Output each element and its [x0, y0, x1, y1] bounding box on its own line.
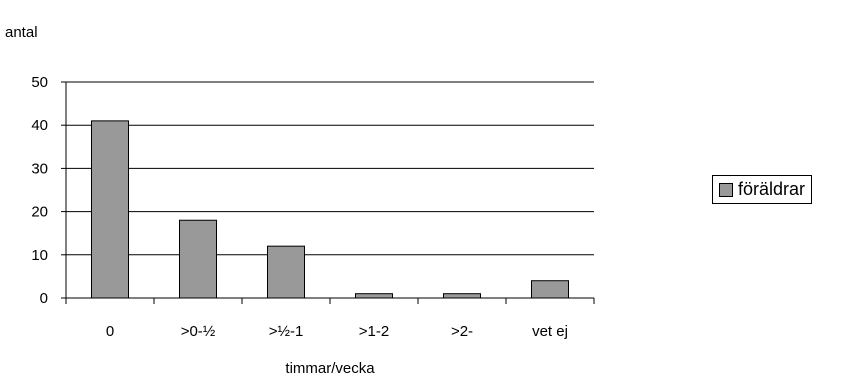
y-tick-label: 30 [31, 160, 48, 177]
y-tick-label: 0 [40, 290, 48, 307]
y-tick-label: 50 [31, 74, 48, 91]
x-tick-labels: 0 >0-½ >½-1 >1-2 >2- vet ej [106, 323, 568, 340]
y-tick-label: 10 [31, 247, 48, 264]
gridlines [66, 81, 594, 256]
bar [179, 219, 217, 299]
bar [267, 245, 305, 299]
y-tick-labels: 0 10 20 30 40 50 [31, 74, 48, 307]
bar [91, 120, 129, 299]
x-tick-label: >1-2 [359, 323, 389, 340]
axes [61, 81, 595, 304]
legend-swatch [719, 182, 733, 197]
bar [355, 293, 393, 299]
bar [531, 280, 569, 299]
x-tick-label: >½-1 [269, 323, 304, 340]
legend-label: föräldrar [738, 179, 806, 199]
y-axis-label: antal [5, 24, 38, 41]
y-tick-label: 20 [31, 204, 48, 221]
x-axis-label: timmar/vecka [285, 360, 375, 377]
bar [443, 293, 481, 299]
x-tick-label: >0-½ [181, 323, 216, 340]
bars [91, 120, 569, 299]
legend: föräldrar [712, 175, 813, 204]
x-tick-label: vet ej [532, 323, 568, 340]
x-tick-label: 0 [106, 323, 114, 340]
x-tick-label: >2- [451, 323, 473, 340]
y-tick-label: 40 [31, 117, 48, 134]
